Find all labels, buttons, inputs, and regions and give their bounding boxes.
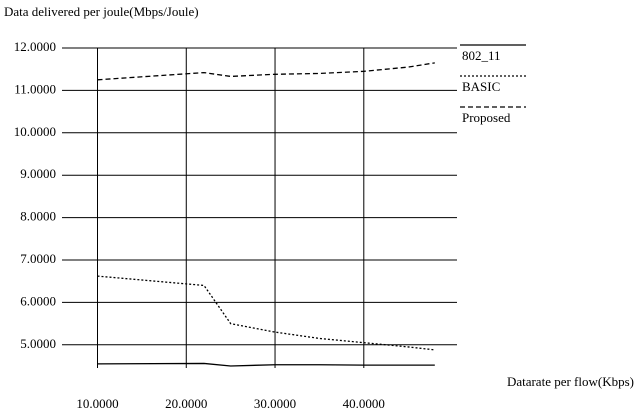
- y-axis-label: Data delivered per joule(Mbps/Joule): [4, 4, 199, 19]
- x-tick-label: 40.0000: [343, 396, 385, 411]
- y-tick-label: 11.0000: [14, 81, 56, 96]
- y-tick-label: 10.0000: [14, 124, 56, 139]
- series-line: [97, 62, 435, 81]
- x-axis-label: Datarate per flow(Kbps): [507, 374, 634, 389]
- x-tick-label: 10.0000: [76, 396, 118, 411]
- legend-label: Proposed: [462, 110, 511, 125]
- series-line: [97, 362, 435, 367]
- series-line: [97, 275, 435, 351]
- y-tick-label: 8.0000: [20, 209, 56, 224]
- y-tick-label: 12.0000: [14, 39, 56, 54]
- y-tick-label: 6.0000: [20, 293, 56, 308]
- y-tick-label: 9.0000: [20, 166, 56, 181]
- y-tick-label: 5.0000: [20, 336, 56, 351]
- legend-label: 802_11: [462, 48, 501, 63]
- legend-label: BASIC: [462, 79, 500, 94]
- x-tick-label: 20.0000: [165, 396, 207, 411]
- x-tick-label: 30.0000: [254, 396, 296, 411]
- y-tick-label: 7.0000: [20, 251, 56, 266]
